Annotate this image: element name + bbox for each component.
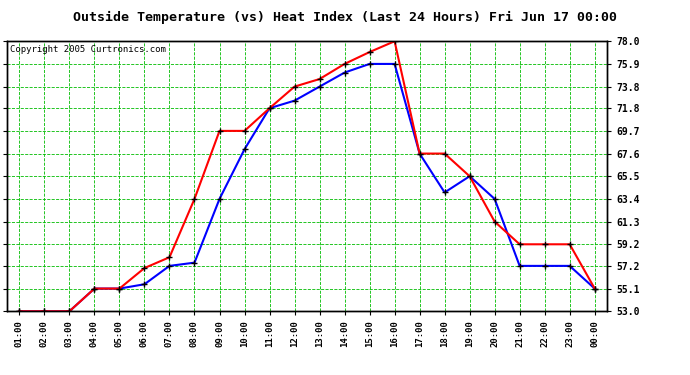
Text: Copyright 2005 Curtronics.com: Copyright 2005 Curtronics.com [10, 45, 166, 54]
Text: Outside Temperature (vs) Heat Index (Last 24 Hours) Fri Jun 17 00:00: Outside Temperature (vs) Heat Index (Las… [73, 11, 617, 24]
